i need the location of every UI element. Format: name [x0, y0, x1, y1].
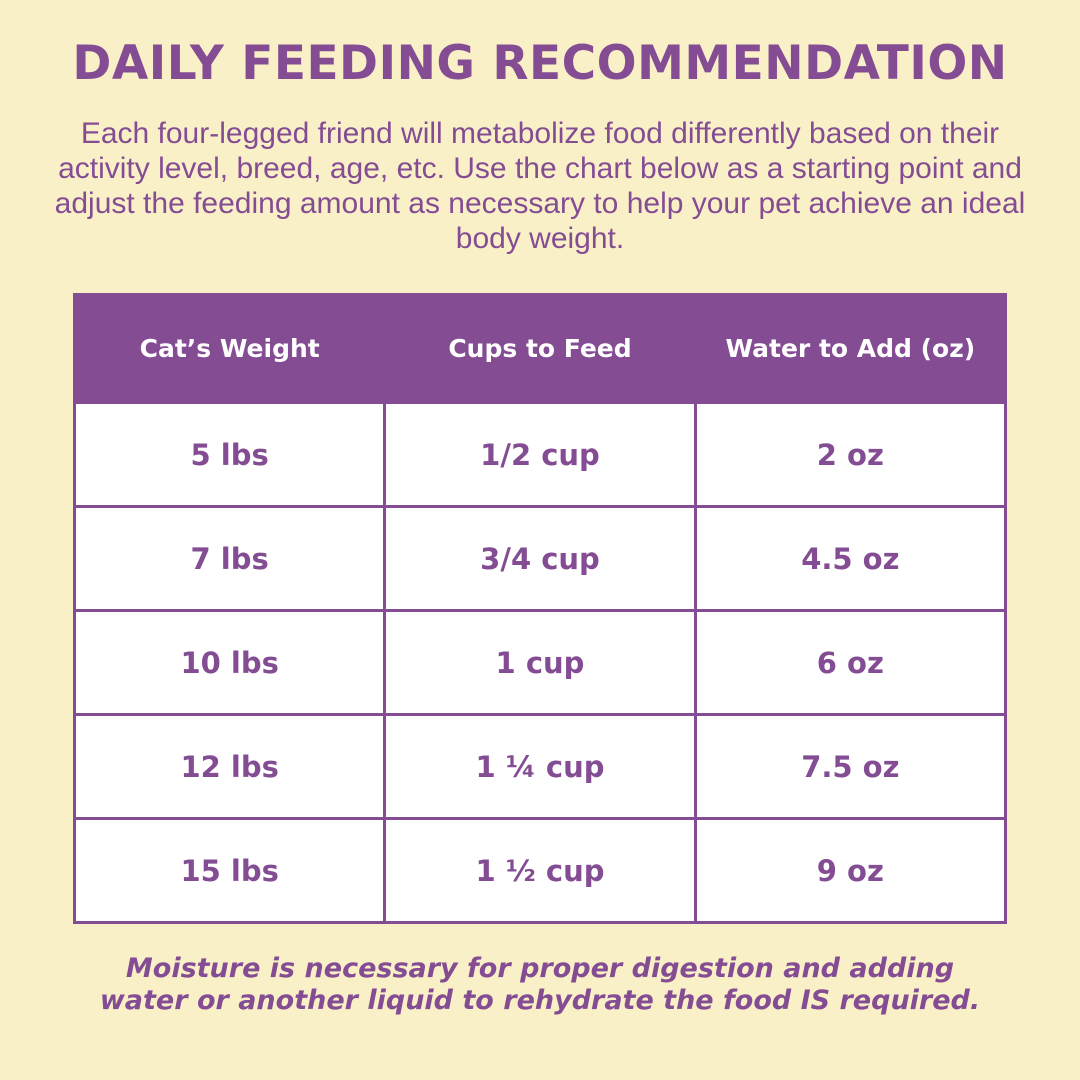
table-row: 12 lbs 1 ¼ cup 7.5 oz [72, 713, 1008, 820]
cell-weight: 15 lbs [72, 817, 387, 924]
table-header: Cat’s Weight Cups to Feed Water to Add (… [72, 293, 1008, 404]
cell-water: 4.5 oz [693, 505, 1008, 612]
header-cups-to-feed: Cups to Feed [383, 293, 697, 404]
table-row: 5 lbs 1/2 cup 2 oz [72, 401, 1008, 508]
table-row: 10 lbs 1 cup 6 oz [72, 609, 1008, 716]
moisture-note-line-2: water or another liquid to rehydrate the… [99, 985, 981, 1016]
cell-cups: 1 ½ cup [383, 817, 697, 924]
cell-water: 6 oz [693, 609, 1008, 716]
table-row: 15 lbs 1 ½ cup 9 oz [72, 817, 1008, 924]
cell-weight: 7 lbs [72, 505, 387, 612]
cell-cups: 3/4 cup [383, 505, 697, 612]
cell-weight: 10 lbs [72, 609, 387, 716]
cell-cups: 1/2 cup [383, 401, 697, 508]
cell-water: 9 oz [693, 817, 1008, 924]
table-row: 7 lbs 3/4 cup 4.5 oz [72, 505, 1008, 612]
feeding-table-container: Cat’s Weight Cups to Feed Water to Add (… [72, 293, 1008, 924]
page-title: DAILY FEEDING RECOMMENDATION [72, 36, 1008, 91]
table-body: 5 lbs 1/2 cup 2 oz 7 lbs 3/4 cup 4.5 oz … [72, 401, 1008, 924]
moisture-note: Moisture is necessary for proper digesti… [40, 953, 1040, 1017]
intro-paragraph: Each four-legged friend will metabolize … [54, 117, 1026, 255]
table-header-row: Cat’s Weight Cups to Feed Water to Add (… [72, 293, 1008, 404]
cell-water: 2 oz [693, 401, 1008, 508]
cell-weight: 12 lbs [72, 713, 387, 820]
header-cats-weight: Cat’s Weight [72, 293, 387, 404]
cell-cups: 1 ¼ cup [383, 713, 697, 820]
cell-water: 7.5 oz [693, 713, 1008, 820]
cell-cups: 1 cup [383, 609, 697, 716]
feeding-table: Cat’s Weight Cups to Feed Water to Add (… [72, 293, 1008, 924]
header-water-to-add: Water to Add (oz) [693, 293, 1008, 404]
moisture-note-line-1: Moisture is necessary for proper digesti… [125, 953, 955, 984]
cell-weight: 5 lbs [72, 401, 387, 508]
